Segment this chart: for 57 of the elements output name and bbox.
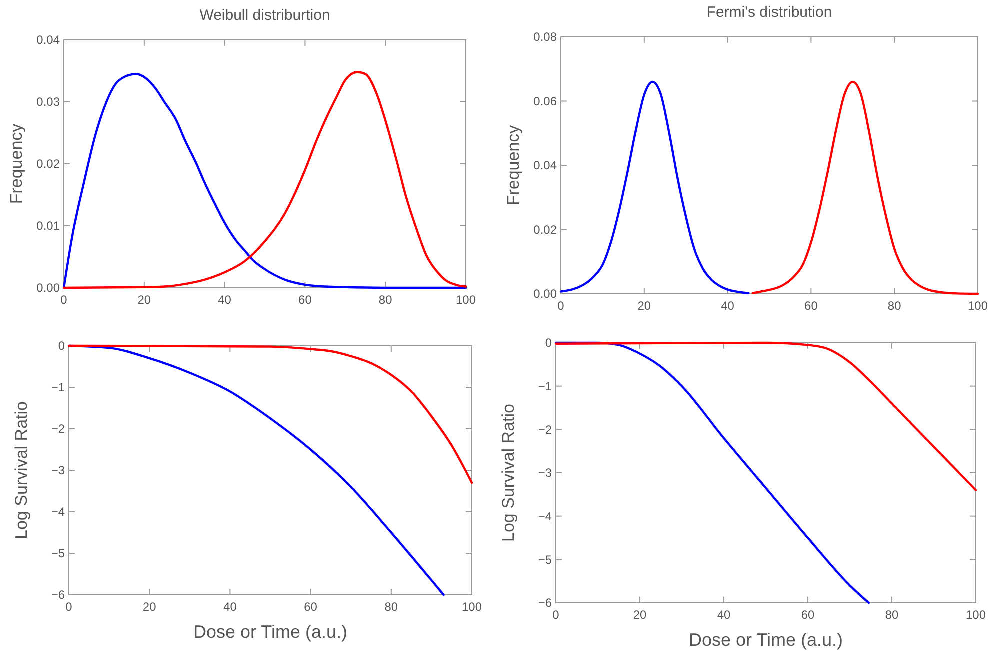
x-tick-label: 20 — [638, 299, 652, 313]
y-axis-title: Frequency — [7, 123, 26, 204]
line-series — [68, 344, 474, 484]
x-tick-label: 40 — [721, 299, 735, 313]
y-tick-label: 0.04 — [534, 158, 558, 173]
y-tick-label: 0.03 — [36, 95, 60, 110]
x-tick-label: 100 — [966, 608, 986, 622]
y-tick-label: 0 — [545, 336, 552, 350]
y-axis-title: Log Survival Ratio — [12, 402, 31, 540]
y-tick-label: 0.04 — [36, 33, 60, 48]
x-tick-label: 100 — [456, 293, 476, 307]
x-tick-label: 20 — [142, 600, 157, 614]
y-tick-label: 0.06 — [534, 94, 558, 108]
x-tick-label: 60 — [801, 608, 815, 622]
x-tick-label: 40 — [717, 608, 731, 622]
x-tick-label: 40 — [218, 293, 232, 307]
y-tick-label: −2 — [51, 422, 66, 436]
y-tick-label: −1 — [51, 380, 66, 395]
y-tick-label: −6 — [51, 588, 66, 602]
x-tick-label: 20 — [138, 293, 152, 307]
y-tick-label: −4 — [538, 510, 552, 524]
x-tick-label: 80 — [885, 608, 899, 622]
y-axis-title: Log Survival Ratio — [499, 404, 518, 542]
chart-title: Fermi's distribution — [706, 4, 832, 21]
x-tick-label: 60 — [304, 600, 318, 614]
y-tick-label: 0.01 — [36, 219, 60, 234]
x-tick-label: 60 — [804, 299, 818, 313]
y-tick-label: −3 — [51, 464, 66, 478]
x-axis-title: Dose or Time (a.u.) — [193, 622, 348, 642]
y-tick-label: −4 — [51, 505, 66, 520]
y-axis-title: Frequency — [504, 124, 523, 206]
y-tick-label: −3 — [538, 466, 552, 480]
x-tick-label: 80 — [378, 293, 393, 307]
y-tick-label: 0.08 — [534, 30, 558, 44]
x-tick-label: 60 — [298, 293, 312, 307]
y-tick-label: 0.02 — [36, 157, 60, 172]
y-tick-label: 0.00 — [36, 281, 60, 296]
line-series — [752, 80, 980, 296]
line-series — [560, 80, 750, 294]
y-tick-label: 0 — [58, 339, 66, 354]
x-tick-label: 80 — [888, 299, 902, 313]
line-series — [554, 342, 978, 492]
y-tick-label: −5 — [51, 546, 66, 561]
y-tick-label: −2 — [538, 422, 552, 437]
y-tick-label: −5 — [538, 552, 552, 567]
y-tick-label: −6 — [538, 596, 552, 610]
line-series — [554, 342, 870, 604]
y-tick-label: 0.02 — [534, 222, 558, 237]
y-tick-label: −1 — [538, 380, 552, 394]
x-tick-label: 40 — [224, 600, 238, 614]
y-tick-label: 0.00 — [534, 287, 558, 302]
chart-title: Weibull distriburtion — [200, 7, 330, 24]
x-tick-label: 100 — [968, 299, 988, 313]
x-axis-title: Dose or Time (a.u.) — [688, 630, 844, 650]
x-tick-label: 80 — [384, 600, 398, 614]
x-tick-label: 100 — [462, 600, 482, 614]
x-tick-label: 20 — [633, 608, 647, 622]
